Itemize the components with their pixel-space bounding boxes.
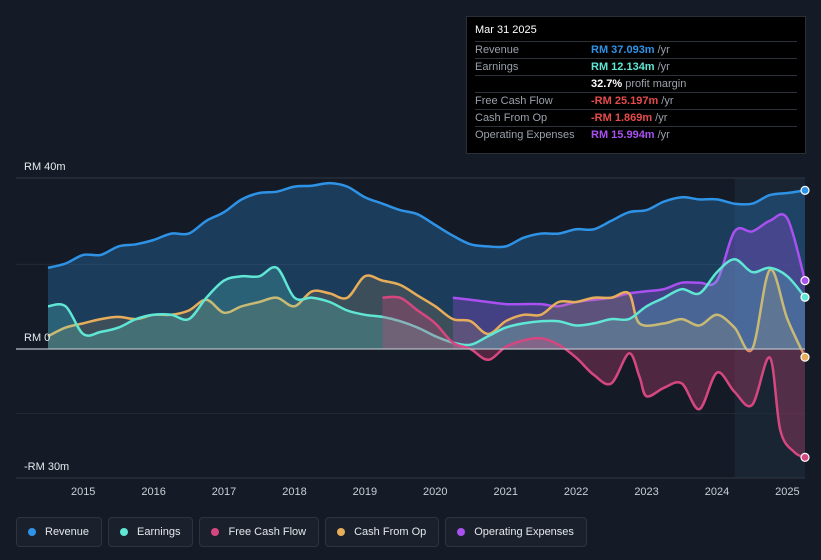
legend-item-cash-from-op[interactable]: Cash From Op bbox=[325, 517, 440, 547]
series-end-dot-fcf bbox=[800, 452, 810, 462]
x-axis-ticks: 2015 2016 2017 2018 2019 2020 2021 2022 2023 2024… bbox=[71, 486, 800, 498]
x-tick-2023: 2023 bbox=[634, 486, 658, 498]
x-tick-2015: 2015 bbox=[71, 486, 95, 498]
series-end-dot-cfo bbox=[800, 352, 810, 362]
x-tick-2018: 2018 bbox=[282, 486, 306, 498]
series-end-dot-opex bbox=[800, 276, 810, 286]
forecast-highlight-band bbox=[734, 178, 805, 478]
x-tick-2021: 2021 bbox=[493, 486, 517, 498]
tooltip-row-label: Earnings bbox=[475, 61, 519, 73]
x-tick-2020: 2020 bbox=[423, 486, 447, 498]
x-tick-2019: 2019 bbox=[353, 486, 377, 498]
legend-dot-icon bbox=[457, 528, 466, 536]
tooltip-row-unit: /yr bbox=[657, 44, 670, 56]
tooltip-row-value: RM 37.093m bbox=[591, 44, 655, 56]
tooltip-row: Free Cash Flow -RM 25.197m/yr bbox=[475, 92, 797, 109]
series-end-dot-earnings bbox=[800, 292, 810, 302]
legend-dot-icon bbox=[120, 528, 129, 536]
tooltip-panel: Mar 31 2025 Revenue RM 37.093m/yr Earnings… bbox=[466, 16, 806, 154]
y-label-top: RM 40m bbox=[24, 161, 66, 173]
legend-item-earnings[interactable]: Earnings bbox=[108, 517, 194, 547]
tooltip-row: Operating Expenses RM 15.994m/yr bbox=[475, 126, 797, 143]
tooltip-row-unit: /yr bbox=[657, 129, 670, 141]
series-end-markers bbox=[800, 185, 810, 462]
x-tick-2022: 2022 bbox=[564, 486, 588, 498]
tooltip-row-label: Cash From Op bbox=[475, 112, 548, 124]
tooltip-row-value: -RM 25.197m bbox=[591, 95, 659, 107]
tooltip-row-unit: /yr bbox=[661, 95, 674, 107]
series-layer bbox=[47, 181, 807, 459]
tooltip-row-unit: /yr bbox=[657, 61, 670, 73]
legend-item-revenue[interactable]: Revenue bbox=[16, 517, 103, 547]
series-line-fcf bbox=[382, 295, 806, 459]
legend-item-operating-expenses[interactable]: Operating Expenses bbox=[445, 517, 587, 547]
tooltip-row-value: RM 12.134m bbox=[591, 61, 655, 73]
series-line-earnings bbox=[47, 257, 806, 347]
y-label-bottom: -RM 30m bbox=[24, 461, 69, 473]
legend-label: Cash From Op bbox=[354, 526, 427, 538]
x-tick-2025: 2025 bbox=[775, 486, 799, 498]
tooltip-row-unit: /yr bbox=[655, 112, 668, 124]
legend-label: Revenue bbox=[45, 526, 90, 538]
legend-label: Earnings bbox=[137, 526, 181, 538]
legend-label: Operating Expenses bbox=[474, 526, 574, 538]
x-tick-2016: 2016 bbox=[141, 486, 165, 498]
tooltip-row-value: -RM 1.869m bbox=[591, 112, 653, 124]
legend-label: Free Cash Flow bbox=[228, 526, 307, 538]
series-end-dot-revenue bbox=[800, 185, 810, 195]
legend-item-free-cash-flow[interactable]: Free Cash Flow bbox=[199, 517, 320, 547]
tooltip-row: Earnings RM 12.134m/yr bbox=[475, 58, 797, 75]
y-label-zero: RM 0 bbox=[24, 332, 50, 344]
tooltip-row-label: Revenue bbox=[475, 44, 520, 56]
legend-dot-icon bbox=[211, 528, 220, 536]
tooltip-row: Revenue RM 37.093m/yr bbox=[475, 41, 797, 58]
tooltip-row: 32.7% profit margin bbox=[475, 75, 797, 92]
x-tick-2024: 2024 bbox=[705, 486, 729, 498]
tooltip-row: Cash From Op -RM 1.869m/yr bbox=[475, 109, 797, 126]
tooltip-row-unit: profit margin bbox=[625, 78, 687, 90]
series-line-revenue bbox=[47, 181, 806, 270]
series-area-earnings bbox=[48, 259, 805, 349]
tooltip-row-label bbox=[475, 76, 591, 92]
tooltip-date: Mar 31 2025 bbox=[475, 24, 537, 36]
series-area-cfo bbox=[48, 269, 805, 358]
tooltip-row-value: 32.7% bbox=[591, 78, 623, 90]
tooltip-rows: Revenue RM 37.093m/yr Earnings RM 12.134m/y… bbox=[475, 41, 797, 143]
legend-dot-icon bbox=[337, 528, 346, 536]
legend-dot-icon bbox=[28, 528, 36, 536]
tooltip-row-label: Operating Expenses bbox=[475, 129, 575, 141]
chart-legend: Revenue Earnings Free Cash Flow Cash From O… bbox=[16, 517, 587, 547]
x-tick-2017: 2017 bbox=[212, 486, 236, 498]
tooltip-row-value: RM 15.994m bbox=[591, 129, 655, 141]
tooltip-row-label: Free Cash Flow bbox=[475, 95, 553, 107]
